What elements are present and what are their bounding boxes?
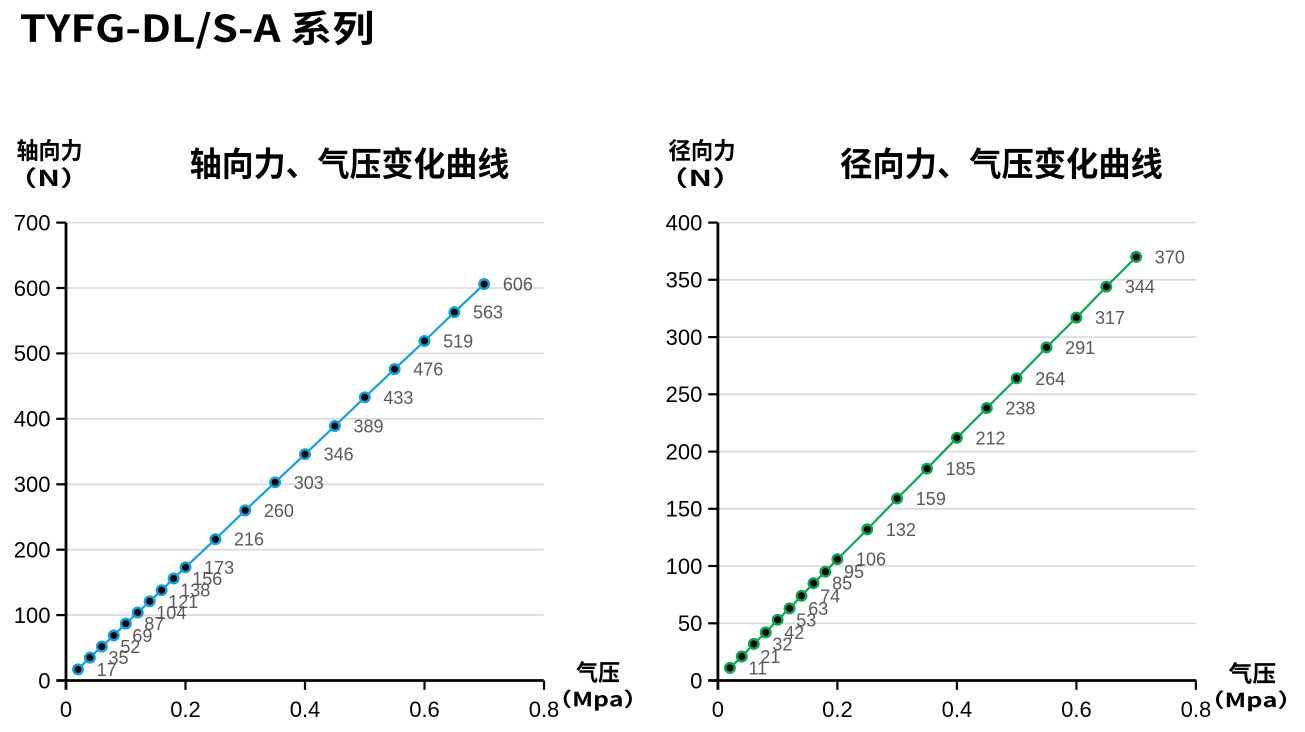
svg-text:35: 35 bbox=[109, 648, 129, 668]
svg-text:100: 100 bbox=[666, 554, 703, 579]
svg-text:300: 300 bbox=[666, 325, 703, 350]
svg-text:138: 138 bbox=[180, 581, 210, 601]
svg-text:85: 85 bbox=[832, 574, 852, 594]
svg-text:317: 317 bbox=[1095, 308, 1125, 328]
svg-text:21: 21 bbox=[760, 647, 780, 667]
svg-text:0.2: 0.2 bbox=[170, 697, 201, 722]
svg-text:121: 121 bbox=[168, 592, 198, 612]
svg-text:500: 500 bbox=[14, 341, 51, 366]
svg-text:0: 0 bbox=[38, 668, 50, 693]
svg-text:104: 104 bbox=[156, 603, 186, 623]
svg-text:11: 11 bbox=[749, 658, 768, 678]
svg-text:700: 700 bbox=[14, 210, 51, 235]
svg-text:370: 370 bbox=[1155, 247, 1185, 267]
svg-text:0.4: 0.4 bbox=[942, 697, 973, 722]
svg-text:200: 200 bbox=[14, 538, 51, 563]
svg-text:173: 173 bbox=[204, 558, 234, 578]
svg-text:42: 42 bbox=[784, 623, 804, 643]
svg-text:132: 132 bbox=[886, 520, 916, 540]
svg-text:185: 185 bbox=[946, 459, 976, 479]
svg-text:159: 159 bbox=[916, 489, 946, 509]
svg-text:344: 344 bbox=[1125, 277, 1155, 297]
svg-text:0.8: 0.8 bbox=[1181, 697, 1212, 722]
svg-text:238: 238 bbox=[1005, 399, 1035, 419]
svg-text:50: 50 bbox=[678, 611, 702, 636]
svg-text:200: 200 bbox=[666, 439, 703, 464]
svg-text:400: 400 bbox=[14, 407, 51, 432]
svg-text:69: 69 bbox=[132, 626, 152, 646]
svg-text:350: 350 bbox=[666, 268, 703, 293]
svg-text:53: 53 bbox=[796, 610, 816, 630]
svg-text:250: 250 bbox=[666, 382, 703, 407]
svg-text:346: 346 bbox=[324, 445, 354, 465]
svg-text:106: 106 bbox=[856, 550, 886, 570]
svg-text:476: 476 bbox=[413, 360, 443, 380]
svg-text:150: 150 bbox=[666, 497, 703, 522]
svg-text:216: 216 bbox=[234, 530, 264, 550]
svg-text:156: 156 bbox=[192, 569, 222, 589]
svg-text:0.2: 0.2 bbox=[822, 697, 853, 722]
svg-text:433: 433 bbox=[383, 388, 413, 408]
svg-text:0: 0 bbox=[60, 697, 72, 722]
svg-text:291: 291 bbox=[1065, 338, 1095, 358]
svg-text:17: 17 bbox=[97, 660, 117, 680]
svg-text:0: 0 bbox=[712, 697, 724, 722]
svg-text:212: 212 bbox=[976, 428, 1006, 448]
svg-text:606: 606 bbox=[503, 275, 533, 295]
svg-text:519: 519 bbox=[443, 332, 473, 352]
svg-text:87: 87 bbox=[144, 614, 164, 634]
svg-text:63: 63 bbox=[808, 599, 828, 619]
svg-text:260: 260 bbox=[264, 501, 294, 521]
svg-text:600: 600 bbox=[14, 276, 51, 301]
svg-text:264: 264 bbox=[1035, 369, 1065, 389]
svg-text:0.4: 0.4 bbox=[290, 697, 321, 722]
svg-text:400: 400 bbox=[666, 210, 703, 235]
svg-text:563: 563 bbox=[473, 303, 503, 323]
svg-text:303: 303 bbox=[294, 473, 324, 493]
svg-text:0.6: 0.6 bbox=[409, 697, 440, 722]
svg-text:52: 52 bbox=[120, 637, 140, 657]
svg-text:0.6: 0.6 bbox=[1061, 697, 1092, 722]
svg-text:389: 389 bbox=[354, 417, 384, 437]
svg-text:32: 32 bbox=[772, 634, 792, 654]
svg-text:300: 300 bbox=[14, 472, 51, 497]
svg-text:0.8: 0.8 bbox=[529, 697, 560, 722]
svg-text:74: 74 bbox=[820, 586, 840, 606]
svg-text:95: 95 bbox=[844, 562, 864, 582]
svg-text:0: 0 bbox=[690, 668, 702, 693]
svg-text:100: 100 bbox=[14, 603, 51, 628]
